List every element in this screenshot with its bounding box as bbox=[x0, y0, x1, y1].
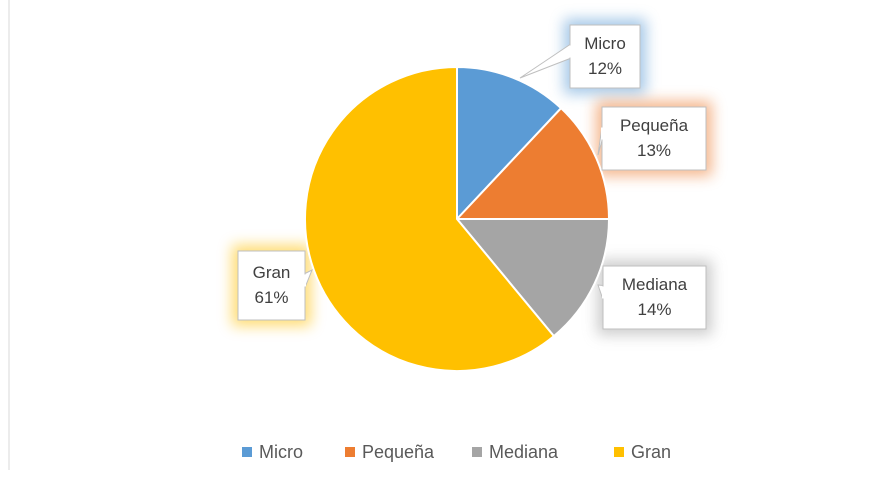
legend-label: Micro bbox=[259, 442, 303, 462]
legend-label: Pequeña bbox=[362, 442, 435, 462]
legend-swatch bbox=[242, 447, 252, 457]
data-label-value: 12% bbox=[588, 59, 622, 78]
pie-slice bbox=[454, 218, 611, 338]
callout bbox=[597, 284, 604, 300]
data-label-value: 61% bbox=[254, 288, 288, 307]
pie-slice bbox=[304, 65, 556, 372]
data-label-name: Micro bbox=[584, 34, 626, 53]
data-label-value: 13% bbox=[637, 141, 671, 160]
data-label-value: 14% bbox=[637, 300, 671, 319]
callout bbox=[519, 44, 571, 79]
legend-label: Gran bbox=[631, 442, 671, 462]
data-label-box bbox=[602, 265, 707, 330]
legend-swatch bbox=[472, 447, 482, 457]
pie-slice bbox=[456, 65, 563, 222]
data-label-box bbox=[601, 106, 707, 171]
data-label-name: Pequeña bbox=[620, 116, 689, 135]
legend-swatch bbox=[614, 447, 624, 457]
pie-slice bbox=[454, 106, 611, 220]
data-label-box bbox=[237, 250, 306, 321]
data-label-name: Mediana bbox=[622, 275, 688, 294]
data-label-box bbox=[569, 24, 641, 89]
legend-label: Mediana bbox=[489, 442, 559, 462]
callout bbox=[304, 268, 313, 288]
legend-swatch bbox=[345, 447, 355, 457]
data-label-name: Gran bbox=[253, 263, 291, 282]
